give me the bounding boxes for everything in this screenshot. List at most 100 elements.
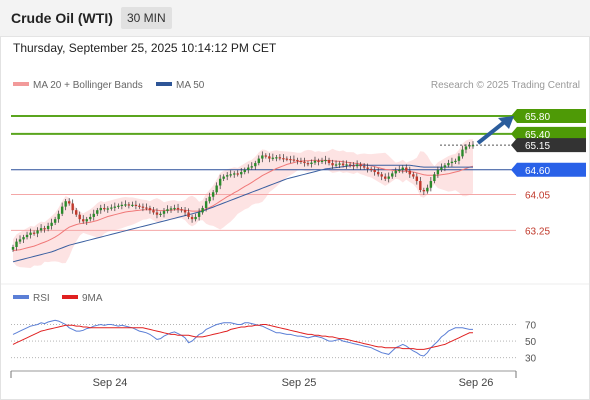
- candle-body: [426, 187, 429, 192]
- candle-body: [57, 213, 60, 220]
- candle-body: [53, 219, 57, 223]
- candle-body: [46, 225, 50, 230]
- candle-body: [18, 239, 22, 242]
- legend-rsi-ma-label: 9MA: [82, 293, 103, 304]
- candle-body: [331, 163, 334, 166]
- candle-body: [387, 176, 390, 179]
- candle-body: [257, 158, 261, 164]
- research-credit: Research © 2025 Trading Central: [430, 80, 580, 91]
- candle-body: [261, 155, 264, 159]
- candle-body: [384, 176, 387, 179]
- candle-body: [419, 181, 422, 190]
- candle-body: [110, 207, 113, 209]
- level-tag-65.40: [511, 126, 586, 141]
- candle-body: [134, 204, 138, 207]
- candle-body: [25, 234, 29, 238]
- candle-body: [148, 207, 152, 211]
- candle-body: [236, 173, 239, 175]
- timeframe-button[interactable]: 30 MIN: [121, 7, 172, 29]
- timestamp: Thursday, September 25, 2025 10:14:12 PM…: [13, 41, 277, 55]
- candle-body: [306, 163, 310, 165]
- candle-body: [278, 157, 282, 159]
- candle-body: [103, 207, 106, 210]
- candle-body: [355, 164, 359, 167]
- level-tag-64.60: [511, 162, 586, 177]
- candle-body: [440, 167, 443, 170]
- candle-body: [15, 241, 18, 247]
- candle-body: [131, 204, 134, 207]
- candle-body: [215, 185, 218, 193]
- candle-body: [166, 209, 169, 212]
- candle-body: [401, 167, 404, 170]
- candle-body: [289, 159, 292, 161]
- candle-body: [450, 161, 454, 164]
- x-tick-label: Sep 25: [282, 377, 317, 389]
- level-label-65.40: 65.40: [525, 130, 550, 141]
- candle-body: [208, 196, 211, 202]
- candle-body: [310, 162, 313, 164]
- candle-body: [447, 163, 450, 166]
- candle-body: [324, 159, 327, 162]
- candle-body: [187, 212, 190, 217]
- candle-body: [159, 213, 162, 215]
- candle-body: [240, 172, 243, 175]
- candle-body: [317, 160, 320, 163]
- candle-body: [433, 174, 436, 182]
- candle-body: [398, 169, 401, 172]
- candle-body: [176, 207, 180, 210]
- ma20-swatch: [13, 82, 29, 87]
- candle-body: [197, 212, 201, 217]
- candle-body: [348, 164, 352, 166]
- candle-body: [436, 169, 440, 175]
- rsi-swatch: [13, 295, 29, 300]
- level-label-65.15: 65.15: [525, 141, 550, 152]
- candle-body: [268, 156, 271, 159]
- candle-body: [320, 160, 324, 163]
- candle-body: [22, 237, 25, 240]
- forecast-arrow-head: [498, 115, 514, 129]
- rsi-tick-70: 70: [525, 320, 537, 331]
- candle-body: [366, 167, 369, 169]
- candle-body: [468, 145, 471, 147]
- candle-body: [92, 213, 95, 217]
- legend-rsi-label: RSI: [33, 293, 50, 304]
- candle-body: [443, 165, 447, 168]
- legend-ma20-label: MA 20 + Bollinger Bands: [33, 80, 143, 91]
- x-tick-label: Sep 26: [459, 377, 494, 389]
- candle-body: [60, 206, 64, 214]
- candle-body: [32, 232, 36, 234]
- candle-body: [169, 208, 173, 210]
- candle-body: [303, 161, 306, 164]
- candle-body: [113, 206, 117, 208]
- candle-body: [352, 165, 355, 167]
- candle-body: [271, 157, 275, 159]
- candle-body: [247, 167, 250, 170]
- candle-body: [362, 166, 366, 168]
- candle-body: [275, 157, 278, 159]
- legend-ma20: MA 20 + Bollinger Bands: [13, 80, 143, 91]
- candle-body: [408, 170, 411, 175]
- candle-body: [334, 164, 338, 166]
- candle-body: [11, 246, 15, 250]
- x-tick-label: Sep 24: [93, 377, 128, 389]
- rsi-tick-50: 50: [525, 337, 537, 348]
- candle-body: [254, 163, 257, 167]
- candle-body: [180, 209, 183, 211]
- candle-body: [457, 156, 461, 161]
- candle-body: [376, 172, 380, 175]
- candle-body: [296, 159, 299, 162]
- candle-body: [89, 216, 92, 220]
- candle-body: [36, 230, 39, 234]
- candle-body: [106, 208, 110, 210]
- candle-body: [222, 176, 225, 179]
- candle-body: [285, 158, 289, 160]
- candle-body: [152, 210, 155, 213]
- rsi-ma-line: [12, 324, 473, 350]
- candle-body: [141, 206, 145, 208]
- level-label-64.05: 64.05: [525, 190, 550, 201]
- candle-body: [67, 201, 71, 204]
- candle-body: [264, 155, 268, 157]
- candle-body: [39, 228, 43, 231]
- candle-body: [124, 204, 127, 206]
